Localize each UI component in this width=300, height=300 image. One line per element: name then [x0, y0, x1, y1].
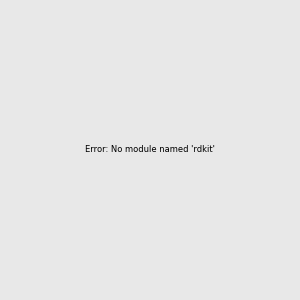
Text: Error: No module named 'rdkit': Error: No module named 'rdkit'	[85, 146, 215, 154]
